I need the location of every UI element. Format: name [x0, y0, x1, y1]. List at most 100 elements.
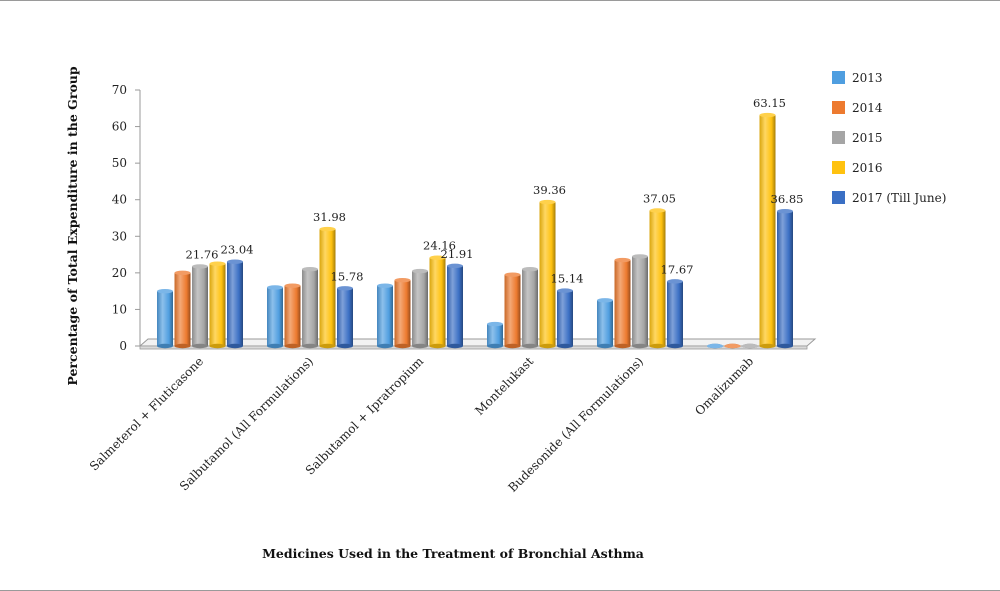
bar-base [597, 343, 613, 349]
bar-top [227, 259, 243, 264]
data-label: 23.04 [221, 243, 254, 257]
bar-top [337, 286, 353, 291]
bar-2014 [724, 343, 741, 349]
bar-base [522, 343, 538, 349]
bar-body [614, 260, 631, 346]
bar-body [557, 290, 573, 346]
bar-base [649, 343, 666, 349]
bar-base [777, 343, 793, 349]
bar-base [667, 343, 683, 349]
bar-2013 [377, 283, 393, 349]
bar-body [759, 115, 776, 347]
y-tick-label: 60 [112, 120, 127, 134]
bar-2015 [742, 343, 758, 349]
bar-top [777, 209, 793, 214]
bar-base [394, 343, 411, 349]
bar-base [377, 343, 393, 349]
bar-2015 [302, 267, 318, 349]
data-label: 17.67 [661, 262, 694, 276]
data-label: 37.05 [643, 192, 676, 206]
bar-body [447, 265, 463, 346]
floor-front [139, 345, 808, 350]
bar-2017-till-june- [337, 286, 353, 349]
bar-top [302, 267, 318, 272]
data-label: 21.91 [441, 247, 474, 261]
bar-base [614, 343, 631, 349]
bar-body [539, 202, 556, 346]
data-label: 63.15 [753, 96, 786, 110]
y-tick-label: 0 [119, 339, 127, 353]
bar-top [394, 277, 411, 283]
bar-top [429, 255, 446, 260]
bar-body [597, 300, 613, 346]
data-label: 36.85 [771, 192, 804, 206]
bar-body [284, 285, 301, 346]
data-label: 39.36 [533, 183, 566, 197]
bar-top [192, 264, 208, 269]
bar-body [649, 210, 666, 346]
bar-top [209, 261, 226, 266]
bar-base [209, 343, 226, 349]
bar-top [267, 285, 283, 290]
bar-top [447, 263, 463, 269]
bars-group [157, 112, 793, 349]
legend-swatch [832, 101, 845, 114]
y-tick-label: 50 [112, 156, 127, 170]
bar-2016 [539, 199, 556, 349]
data-label: 24.16 [423, 239, 456, 253]
bar-base [319, 343, 336, 349]
bar-top [742, 343, 758, 349]
bar-base [227, 343, 243, 349]
bar-body [337, 288, 353, 346]
bar-base [157, 343, 173, 349]
bar-base [557, 343, 573, 349]
legend-label: 2013 [852, 71, 883, 85]
category-label: Montelukast [472, 354, 536, 418]
category-label: Budesonide (All Formulations) [505, 354, 646, 495]
bar-base [632, 343, 648, 349]
bar-body [157, 291, 173, 346]
bar-body [209, 263, 226, 346]
bar-2013 [487, 321, 503, 349]
bar-body [302, 269, 318, 346]
bar-body [377, 285, 393, 346]
y-tick-label: 10 [112, 302, 127, 316]
data-label: 15.14 [551, 272, 584, 286]
y-axis-title: Percentage of Total Expenditure in the G… [65, 66, 80, 385]
bar-top [649, 208, 666, 213]
bar-top [522, 267, 538, 272]
bar-2015 [522, 267, 538, 349]
bar-2017-till-june- [667, 279, 683, 349]
legend: 2013 2014 2015 2016 2017 (Till June) [832, 71, 946, 205]
legend-swatch [832, 71, 845, 84]
bar-2014 [614, 257, 631, 349]
bar-base [192, 343, 208, 349]
x-axis-title: Medicines Used in the Treatment of Bronc… [262, 546, 644, 561]
bar-body [522, 269, 538, 346]
bar-top [377, 283, 393, 288]
bar-2016 [759, 112, 776, 349]
bar-base [429, 343, 446, 349]
bar-2016 [209, 261, 226, 349]
bar-top [632, 254, 648, 259]
bar-top [487, 321, 503, 327]
bar-body [777, 211, 793, 346]
bar-2014 [284, 283, 301, 349]
category-label: Salbutamol (All Formulations) [177, 354, 316, 493]
bar-2017-till-june- [777, 209, 793, 349]
bar-body [412, 271, 428, 346]
bar-top [174, 270, 191, 276]
bar-2014 [394, 277, 411, 349]
bar-base [174, 343, 191, 349]
bar-base [487, 343, 503, 349]
bar-2014 [504, 272, 521, 349]
bar-2017-till-june- [227, 259, 243, 349]
bar-body [429, 257, 446, 346]
bar-top [597, 298, 613, 303]
y-axis: 0 10 20 30 40 50 60 70 [112, 83, 141, 353]
bar-base [337, 343, 353, 349]
bar-top [157, 288, 173, 294]
